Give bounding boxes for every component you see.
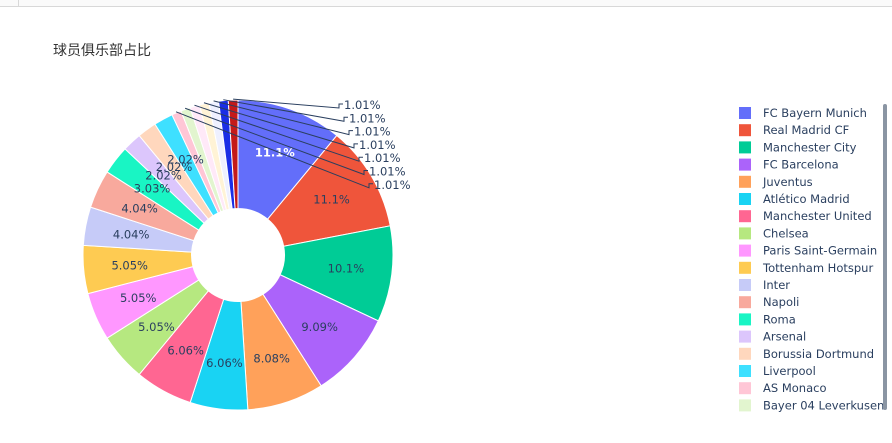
label-connector <box>233 98 343 109</box>
legend-label: Borussia Dortmund <box>763 347 874 361</box>
legend-swatch <box>739 158 751 171</box>
pie-slices <box>82 99 394 411</box>
legend-label: FC Bayern Munich <box>763 106 867 120</box>
slice-label-outside: 1.01% <box>359 138 396 152</box>
legend-scrollbar[interactable] <box>883 104 887 410</box>
legend-label: Arsenal <box>763 330 806 344</box>
legend-swatch <box>739 279 751 291</box>
legend-label: Bayer 04 Leverkusen <box>763 398 884 412</box>
slice-label: 6.06% <box>206 356 243 370</box>
legend-item-chelsea[interactable]: Chelsea <box>739 226 809 240</box>
legend: FC Bayern Munich Real Madrid CF Manchester… <box>739 106 884 412</box>
slice-label: 5.05% <box>111 258 148 272</box>
slice-label: 10.1% <box>328 262 365 276</box>
legend-item-tottenham-hotspur[interactable]: Tottenham Hotspur <box>739 261 873 275</box>
pie-slice-fc-bayern-munich[interactable] <box>237 99 338 220</box>
slice-label-outside: 1.01% <box>354 125 391 139</box>
legend-item-fc-barcelona[interactable]: FC Barcelona <box>739 158 839 172</box>
slice-label: 6.06% <box>167 343 204 357</box>
label-connector <box>194 104 363 162</box>
slice-label-outside: 1.01% <box>374 178 411 192</box>
legend-swatch <box>739 227 751 240</box>
legend-label: Manchester City <box>763 140 857 154</box>
legend-item-manchester-united[interactable]: Manchester United <box>739 209 872 223</box>
legend-label: Manchester United <box>763 209 872 223</box>
legend-label: Liverpool <box>763 364 816 378</box>
slice-label: 2.02% <box>145 169 182 183</box>
pie-slice-labels: 11.1% 11.1% 10.1% 9.09% 8.08% 6.06%6.06% 5.05%… <box>111 98 410 370</box>
legend-swatch <box>739 107 751 119</box>
legend-swatch <box>739 210 751 223</box>
legend-item-manchester-city[interactable]: Manchester City <box>739 140 857 154</box>
slice-label: 11.1% <box>255 146 295 160</box>
slice-label-outside: 1.01% <box>344 98 381 112</box>
legend-item-as-monaco[interactable]: AS Monaco <box>739 381 826 395</box>
legend-item-napoli[interactable]: Napoli <box>739 295 799 309</box>
legend-swatch <box>739 330 751 343</box>
slice-label: 11.1% <box>313 193 350 207</box>
label-connector <box>203 102 358 149</box>
slice-label-outside: 1.01% <box>349 111 386 125</box>
legend-label: Napoli <box>763 295 799 309</box>
legend-label: Atlético Madrid <box>763 192 850 206</box>
slice-label: 4.04% <box>113 228 150 242</box>
slice-label: 2.02% <box>156 160 193 174</box>
legend-label: Roma <box>763 312 796 326</box>
legend-item-inter[interactable]: Inter <box>739 278 790 292</box>
legend-label: Inter <box>763 278 790 292</box>
slice-label: 5.05% <box>138 320 175 334</box>
top-border-notch <box>0 0 19 6</box>
slice-label: 3.03% <box>134 181 171 195</box>
legend-swatch <box>739 175 751 188</box>
legend-item-fc-bayern-munich[interactable]: FC Bayern Munich <box>739 106 867 120</box>
slice-label-outside: 1.01% <box>369 165 406 179</box>
legend-swatch <box>739 193 751 205</box>
legend-swatch <box>739 244 751 257</box>
legend-item-paris-saint-germain[interactable]: Paris Saint-Germain <box>739 244 877 258</box>
legend-swatch <box>739 141 751 154</box>
legend-swatch <box>739 296 751 309</box>
label-connector <box>223 99 348 122</box>
legend-item-atletico-madrid[interactable]: Atlético Madrid <box>739 192 850 206</box>
legend-label: Chelsea <box>763 226 809 240</box>
label-connector <box>175 111 373 189</box>
legend-item-bayer-04-leverkusen[interactable]: Bayer 04 Leverkusen <box>739 398 884 412</box>
label-connector <box>213 100 353 136</box>
slice-label-outside: 1.01% <box>364 151 401 165</box>
legend-label: Juventus <box>762 175 813 189</box>
legend-swatch <box>739 365 751 377</box>
legend-swatch <box>739 382 751 395</box>
pie-slice-real-madrid-cf[interactable] <box>266 134 391 247</box>
legend-label: FC Barcelona <box>763 158 839 172</box>
legend-item-juventus[interactable]: Juventus <box>739 175 813 189</box>
legend-swatch <box>739 399 751 412</box>
legend-label: Tottenham Hotspur <box>762 261 873 275</box>
legend-swatch <box>739 261 751 274</box>
legend-item-real-madrid-cf[interactable]: Real Madrid CF <box>739 123 849 137</box>
legend-swatch <box>739 124 751 137</box>
legend-item-arsenal[interactable]: Arsenal <box>739 330 806 344</box>
legend-item-roma[interactable]: Roma <box>739 312 796 326</box>
top-border-bar <box>0 0 892 7</box>
legend-label: Paris Saint-Germain <box>763 244 877 258</box>
legend-item-borussia-dortmund[interactable]: Borussia Dortmund <box>739 347 874 361</box>
legend-label: AS Monaco <box>763 381 826 395</box>
slice-label: 2.02% <box>167 153 204 167</box>
legend-label: Real Madrid CF <box>763 123 849 137</box>
chart-title: 球员俱乐部占比 <box>53 43 151 59</box>
legend-swatch <box>739 313 751 326</box>
slice-label: 5.05% <box>120 291 157 305</box>
slice-label: 4.04% <box>121 202 158 216</box>
legend-item-liverpool[interactable]: Liverpool <box>739 364 816 378</box>
legend-swatch <box>739 347 751 360</box>
label-connector <box>184 107 368 176</box>
slice-label: 9.09% <box>301 320 338 334</box>
slice-label: 8.08% <box>253 351 290 365</box>
